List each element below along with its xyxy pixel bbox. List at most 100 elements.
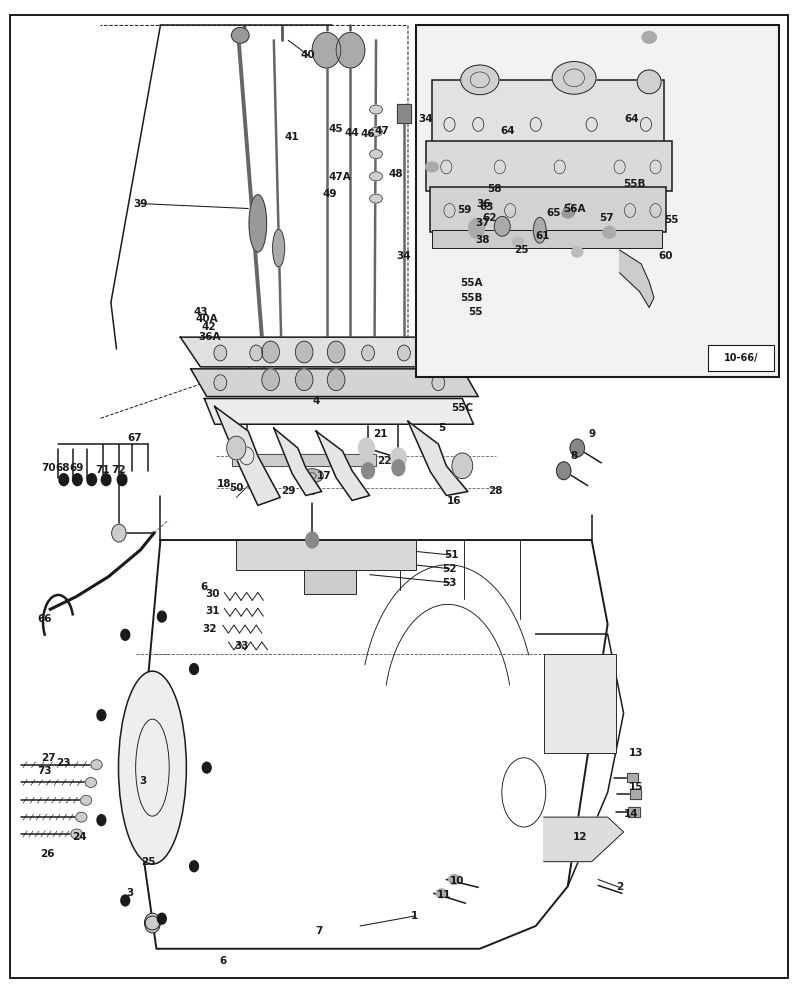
Text: 34: 34 — [418, 114, 433, 125]
Text: 33: 33 — [234, 641, 249, 651]
Text: 50: 50 — [229, 483, 243, 493]
Circle shape — [295, 369, 313, 390]
Circle shape — [358, 438, 374, 458]
Text: 15: 15 — [628, 783, 643, 793]
Circle shape — [327, 369, 345, 390]
Text: 32: 32 — [202, 624, 217, 634]
Polygon shape — [408, 421, 468, 496]
Ellipse shape — [370, 194, 382, 203]
Bar — [630, 790, 641, 800]
Circle shape — [59, 474, 69, 486]
Polygon shape — [544, 818, 624, 861]
Text: 41: 41 — [285, 132, 299, 143]
Text: 31: 31 — [205, 606, 219, 616]
Text: 26: 26 — [40, 848, 54, 859]
Circle shape — [118, 474, 127, 486]
Ellipse shape — [572, 247, 583, 257]
Circle shape — [306, 532, 318, 548]
Circle shape — [87, 474, 97, 486]
Text: 45: 45 — [329, 124, 343, 135]
Ellipse shape — [273, 229, 285, 267]
Text: 49: 49 — [322, 188, 337, 198]
Text: 63: 63 — [479, 201, 494, 211]
Bar — [236, 540, 416, 570]
Text: 6: 6 — [201, 582, 208, 592]
Text: 3: 3 — [139, 776, 146, 786]
Circle shape — [226, 436, 246, 460]
Text: 42: 42 — [201, 322, 216, 332]
Text: 61: 61 — [535, 231, 550, 241]
Circle shape — [73, 474, 82, 486]
Text: 55B: 55B — [622, 178, 646, 188]
Circle shape — [336, 33, 365, 68]
Text: 17: 17 — [317, 471, 331, 481]
Text: 14: 14 — [624, 810, 639, 820]
Text: 55A: 55A — [461, 277, 483, 287]
Text: 52: 52 — [442, 564, 457, 574]
Circle shape — [190, 861, 198, 872]
Text: 47: 47 — [374, 126, 389, 137]
Circle shape — [570, 439, 585, 457]
Text: 23: 23 — [56, 758, 70, 768]
Circle shape — [214, 345, 226, 361]
Circle shape — [312, 33, 341, 68]
Text: 36A: 36A — [198, 332, 221, 342]
Text: 36: 36 — [477, 198, 491, 208]
Text: 38: 38 — [475, 235, 490, 245]
Ellipse shape — [449, 874, 460, 884]
Circle shape — [158, 611, 166, 622]
Text: 21: 21 — [374, 429, 388, 439]
Text: 65: 65 — [546, 208, 561, 218]
Text: 5: 5 — [438, 423, 445, 433]
Circle shape — [295, 341, 313, 363]
Ellipse shape — [637, 70, 661, 94]
Circle shape — [557, 462, 571, 480]
Ellipse shape — [301, 469, 323, 483]
Text: 46: 46 — [361, 129, 375, 140]
Ellipse shape — [81, 796, 92, 806]
Text: 7: 7 — [315, 926, 322, 936]
Text: 72: 72 — [111, 465, 126, 475]
Text: 25: 25 — [141, 856, 156, 867]
Text: 2: 2 — [616, 882, 623, 892]
Circle shape — [202, 762, 211, 773]
Text: 13: 13 — [628, 748, 643, 758]
Text: 25: 25 — [514, 245, 529, 255]
Text: 27: 27 — [42, 753, 56, 763]
Text: 37: 37 — [475, 218, 490, 228]
Ellipse shape — [370, 105, 382, 114]
Circle shape — [432, 345, 445, 361]
Bar — [432, 230, 662, 248]
Text: 18: 18 — [217, 479, 231, 489]
Circle shape — [262, 341, 279, 363]
Circle shape — [112, 524, 126, 542]
Ellipse shape — [552, 61, 596, 94]
Circle shape — [121, 895, 130, 906]
Ellipse shape — [248, 481, 268, 491]
Text: 47A: 47A — [329, 171, 351, 181]
Ellipse shape — [76, 813, 87, 823]
Text: 8: 8 — [570, 451, 578, 461]
Bar — [627, 773, 638, 783]
Text: 68: 68 — [56, 463, 70, 473]
Text: 55: 55 — [664, 215, 678, 225]
Circle shape — [452, 453, 473, 479]
Bar — [232, 454, 376, 466]
Circle shape — [97, 710, 106, 720]
Circle shape — [392, 460, 405, 476]
Circle shape — [102, 474, 111, 486]
Ellipse shape — [249, 194, 266, 252]
Text: 24: 24 — [72, 831, 86, 842]
Bar — [432, 80, 663, 144]
Bar — [397, 104, 411, 124]
Ellipse shape — [370, 171, 382, 180]
Text: 60: 60 — [658, 251, 672, 261]
Text: 43: 43 — [193, 307, 208, 317]
Ellipse shape — [562, 209, 574, 218]
Circle shape — [121, 629, 130, 640]
Bar — [416, 26, 779, 377]
Text: 58: 58 — [487, 183, 502, 193]
Bar — [708, 345, 774, 371]
Ellipse shape — [91, 760, 102, 770]
Text: 51: 51 — [445, 550, 459, 560]
